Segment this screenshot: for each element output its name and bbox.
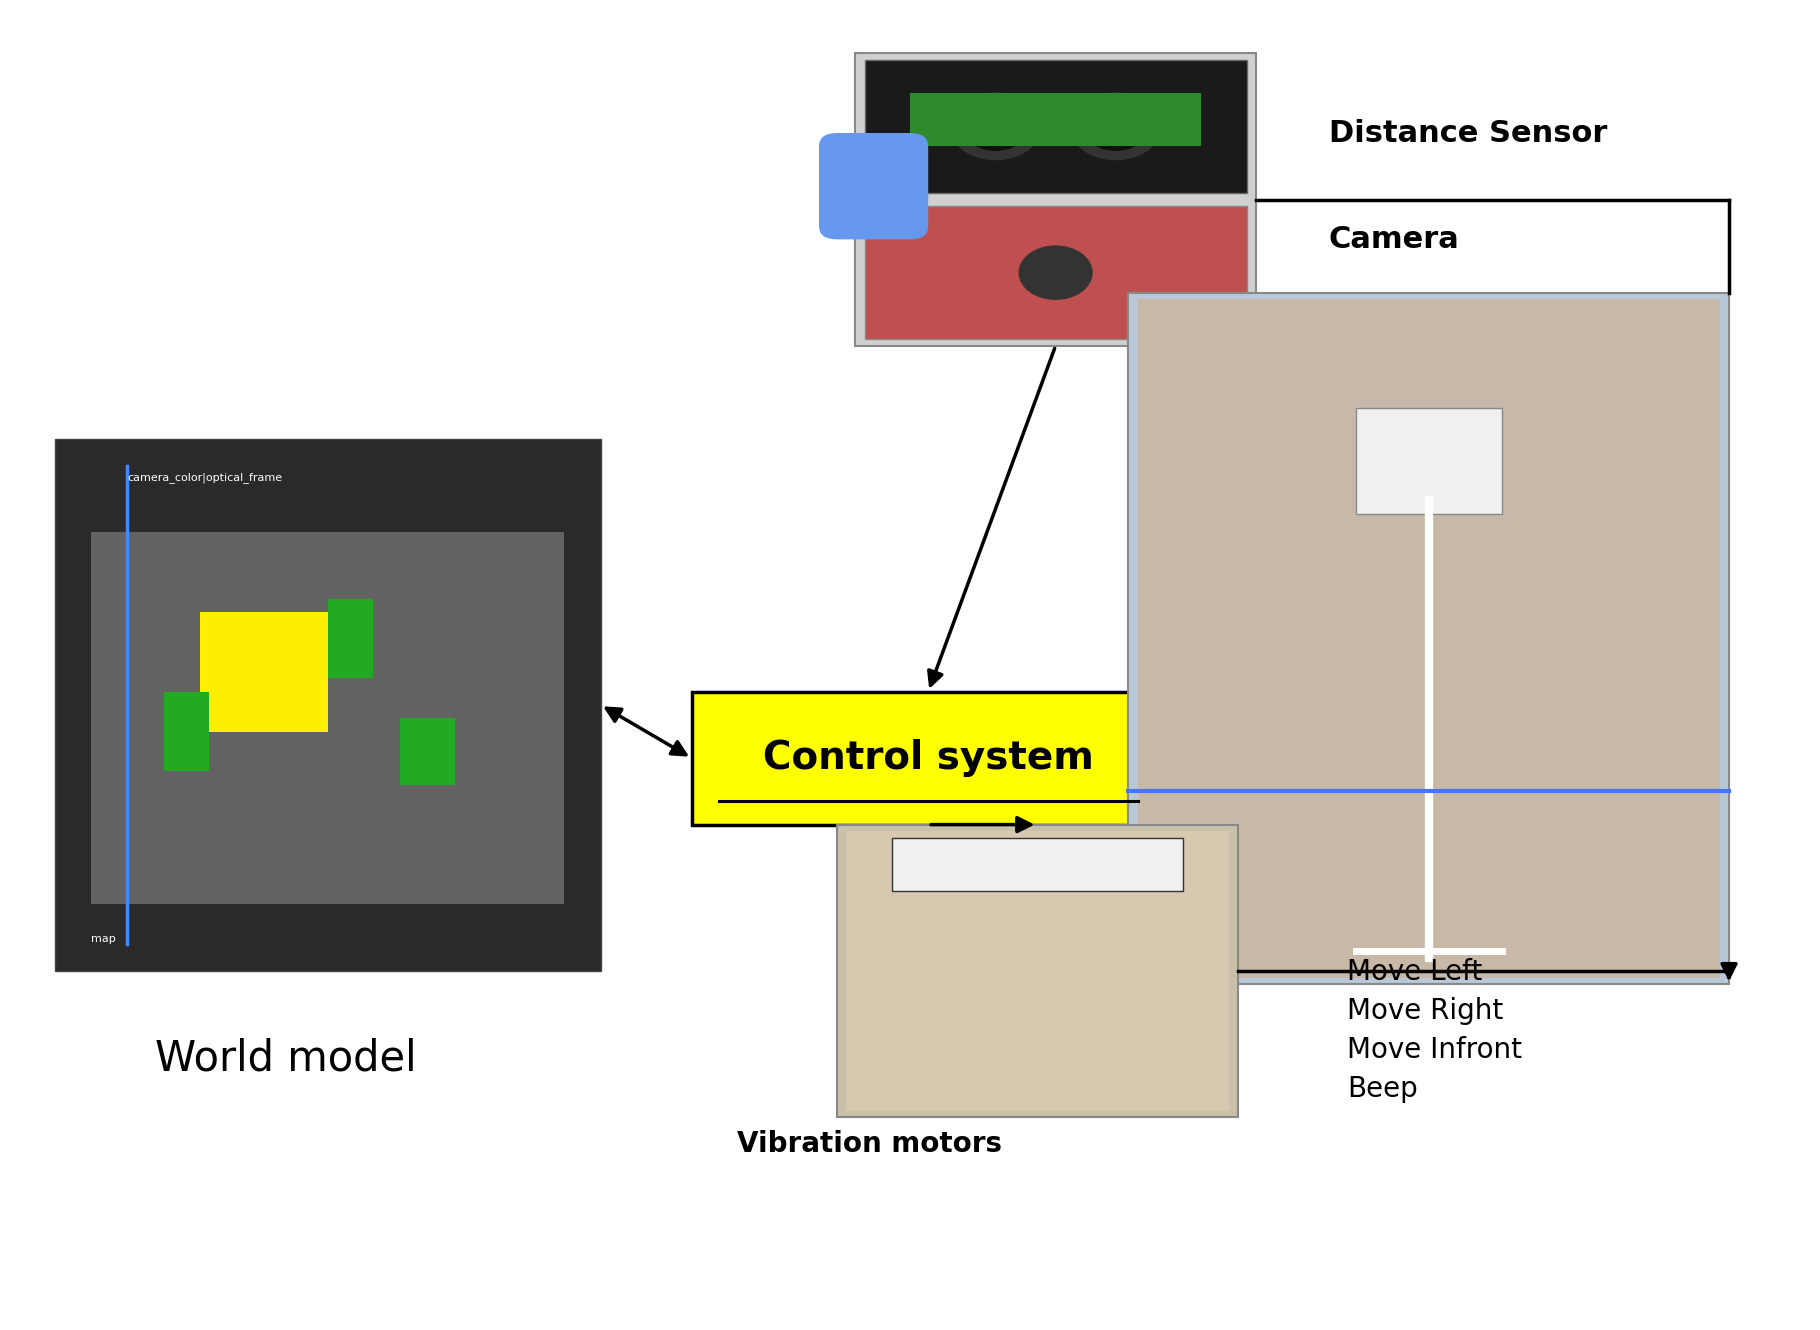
Circle shape: [1070, 93, 1161, 160]
FancyBboxPatch shape: [892, 838, 1183, 891]
FancyBboxPatch shape: [864, 206, 1247, 339]
FancyBboxPatch shape: [864, 60, 1247, 193]
Circle shape: [963, 102, 1028, 150]
Text: map: map: [91, 934, 116, 944]
FancyBboxPatch shape: [1128, 293, 1729, 984]
FancyBboxPatch shape: [837, 825, 1238, 1117]
Text: Control system: Control system: [763, 739, 1094, 777]
FancyBboxPatch shape: [910, 93, 1201, 146]
FancyBboxPatch shape: [1138, 299, 1720, 978]
FancyBboxPatch shape: [819, 133, 928, 239]
FancyBboxPatch shape: [400, 718, 455, 785]
FancyBboxPatch shape: [1356, 407, 1502, 513]
FancyBboxPatch shape: [91, 532, 564, 904]
Circle shape: [1083, 102, 1148, 150]
FancyBboxPatch shape: [200, 612, 328, 732]
FancyBboxPatch shape: [846, 831, 1228, 1111]
Text: Move Left
Move Right
Move Infront
Beep: Move Left Move Right Move Infront Beep: [1347, 958, 1522, 1103]
Text: Distance Sensor: Distance Sensor: [1329, 118, 1607, 148]
Circle shape: [1019, 246, 1092, 299]
Circle shape: [950, 93, 1041, 160]
FancyBboxPatch shape: [164, 692, 209, 771]
Text: Vibration motors: Vibration motors: [737, 1130, 1003, 1158]
FancyBboxPatch shape: [328, 598, 373, 678]
Text: camera_color|optical_frame: camera_color|optical_frame: [127, 472, 282, 483]
Text: Camera: Camera: [1329, 225, 1460, 254]
FancyBboxPatch shape: [692, 692, 1165, 825]
FancyBboxPatch shape: [55, 439, 601, 971]
Text: World model: World model: [155, 1037, 417, 1080]
FancyBboxPatch shape: [855, 53, 1256, 346]
